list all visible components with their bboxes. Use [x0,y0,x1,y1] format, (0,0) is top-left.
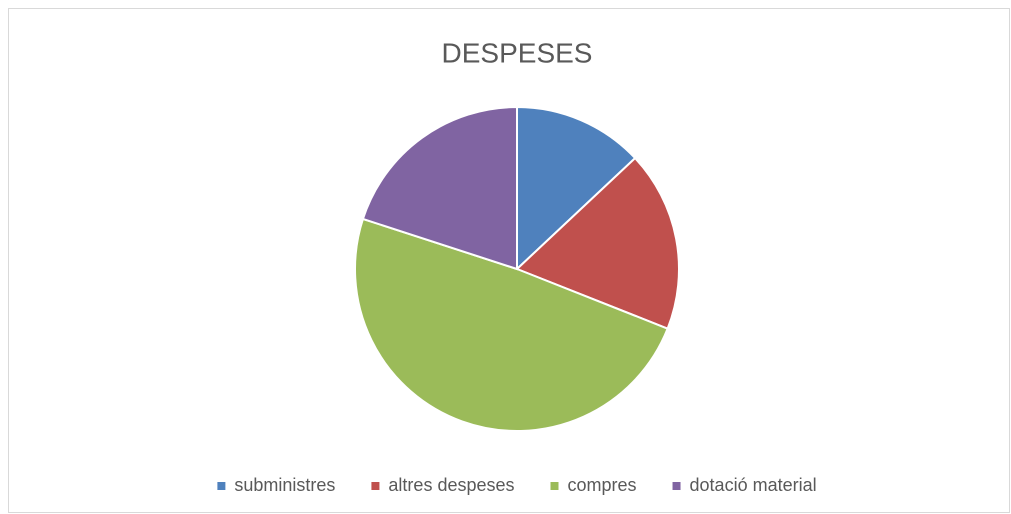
chart-title: DESPESES [442,37,593,68]
legend-marker [217,482,226,490]
pie-slice [354,217,669,432]
legend-label: dotació material [690,475,817,495]
legend-label: altres despeses [388,475,514,495]
legend-marker [672,482,681,490]
pie-slice [516,105,637,272]
legend-label: compres [568,475,637,495]
pie-slice [361,105,518,271]
legend-marker [550,482,559,490]
legend-marker [371,482,380,490]
pie-slice [515,156,680,330]
legend-label: subministres [234,475,335,495]
